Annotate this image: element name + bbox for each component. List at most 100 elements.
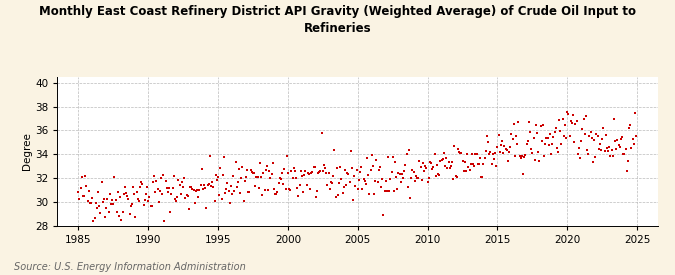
- Point: [344, 180, 355, 184]
- Point: [100, 214, 111, 219]
- Point: [618, 152, 628, 156]
- Point: [201, 206, 212, 210]
- Point: [264, 169, 275, 173]
- Point: [400, 162, 411, 167]
- Point: [351, 167, 362, 172]
- Point: [614, 145, 625, 149]
- Point: [604, 145, 615, 149]
- Point: [111, 210, 122, 215]
- Point: [450, 174, 461, 178]
- Point: [385, 176, 396, 181]
- Point: [558, 134, 569, 139]
- Point: [123, 197, 134, 201]
- Point: [180, 196, 191, 200]
- Point: [108, 202, 119, 206]
- Point: [492, 145, 503, 149]
- Point: [433, 172, 443, 177]
- Point: [408, 170, 419, 174]
- Point: [553, 149, 564, 154]
- Text: Monthly East Coast Refinery District API Gravity (Weighted Average) of Crude Oil: Monthly East Coast Refinery District API…: [39, 6, 636, 34]
- Point: [323, 171, 334, 175]
- Point: [315, 169, 326, 174]
- Point: [307, 169, 318, 174]
- Point: [176, 192, 186, 196]
- Point: [498, 151, 509, 155]
- Point: [193, 194, 204, 199]
- Point: [244, 189, 255, 194]
- Point: [452, 147, 463, 152]
- Point: [147, 180, 158, 185]
- Point: [294, 183, 305, 187]
- Point: [524, 130, 535, 134]
- Point: [630, 133, 641, 138]
- Point: [444, 165, 455, 170]
- Point: [216, 196, 227, 201]
- Point: [410, 173, 421, 178]
- Point: [593, 147, 604, 152]
- Point: [476, 175, 487, 180]
- Point: [293, 194, 304, 199]
- Point: [522, 139, 533, 143]
- Point: [171, 199, 182, 203]
- Point: [161, 186, 172, 190]
- Point: [621, 169, 632, 173]
- Point: [533, 150, 543, 155]
- Point: [272, 190, 283, 194]
- Point: [304, 172, 315, 176]
- Point: [362, 156, 373, 160]
- Point: [137, 182, 148, 186]
- Point: [321, 171, 331, 175]
- Point: [486, 162, 497, 167]
- Point: [354, 178, 364, 183]
- Point: [556, 141, 567, 146]
- Point: [407, 168, 418, 172]
- Point: [494, 150, 505, 154]
- Point: [449, 144, 460, 148]
- Point: [254, 160, 265, 165]
- Point: [151, 179, 162, 183]
- Point: [508, 122, 519, 126]
- Point: [357, 187, 368, 192]
- Point: [455, 151, 466, 156]
- Point: [308, 164, 319, 169]
- Point: [369, 192, 379, 196]
- Point: [156, 176, 167, 181]
- Point: [107, 198, 117, 202]
- Point: [471, 152, 482, 156]
- Point: [195, 183, 206, 188]
- Point: [458, 169, 469, 174]
- Point: [325, 186, 335, 191]
- Point: [92, 205, 103, 210]
- Point: [406, 176, 416, 180]
- Point: [551, 146, 562, 150]
- Point: [612, 138, 623, 142]
- Point: [456, 151, 467, 155]
- Point: [591, 131, 602, 136]
- Point: [237, 165, 248, 169]
- Point: [603, 149, 614, 153]
- Point: [477, 175, 488, 179]
- Point: [630, 111, 641, 116]
- Point: [490, 150, 501, 155]
- Point: [574, 146, 585, 150]
- Point: [219, 155, 230, 159]
- Point: [245, 168, 256, 172]
- Point: [377, 177, 387, 181]
- Point: [205, 154, 215, 158]
- Point: [313, 171, 323, 175]
- Point: [240, 175, 251, 179]
- Point: [319, 163, 329, 167]
- Text: Source: U.S. Energy Information Administration: Source: U.S. Energy Information Administ…: [14, 262, 245, 272]
- Point: [322, 183, 333, 187]
- Point: [580, 114, 591, 118]
- Point: [328, 174, 339, 178]
- Point: [442, 166, 453, 170]
- Point: [549, 130, 560, 134]
- Point: [483, 140, 493, 145]
- Point: [475, 155, 485, 160]
- Point: [540, 142, 551, 147]
- Point: [484, 152, 495, 156]
- Point: [543, 143, 554, 147]
- Point: [396, 180, 406, 185]
- Point: [222, 181, 233, 185]
